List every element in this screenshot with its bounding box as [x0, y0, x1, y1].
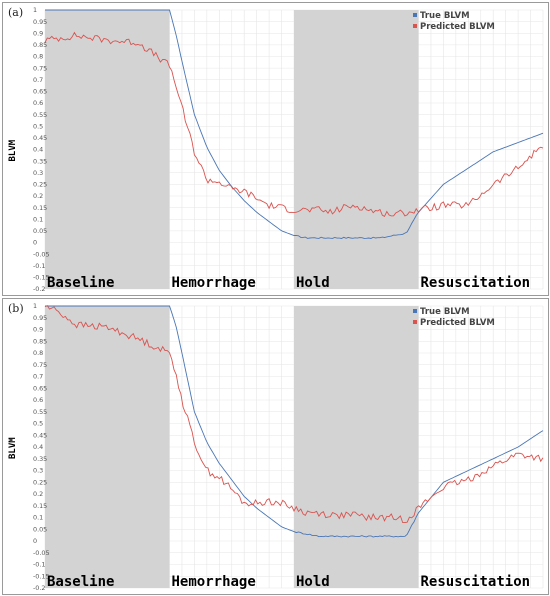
- y-tick-label: 0.1: [33, 215, 43, 223]
- y-tick-label: 0.15: [33, 502, 47, 510]
- y-tick-label: 0.1: [33, 514, 43, 522]
- phase-label: Resuscitation: [421, 275, 531, 291]
- y-axis-label: BLVM: [8, 437, 18, 459]
- y-tick-label: 0.45: [33, 431, 47, 439]
- y-tick-label: 0.25: [33, 181, 47, 189]
- legend-swatch: [413, 309, 417, 313]
- y-tick-label: 0.25: [33, 478, 47, 486]
- chart-b: 1 0.95 0.9 0.85 0.8 0.75 0.7 0.65 0.6 0.55 0.5 0.45…: [8, 302, 544, 592]
- panel-label: (a): [8, 6, 24, 19]
- y-tick-label: 0.45: [33, 134, 47, 142]
- chart-panel-a: (a) 1 0.95 0.9 0.85 0.8 0.75 0.7 0.65 0.6 0.55 0.5…: [2, 2, 549, 296]
- series-line-true-blvm: [45, 305, 544, 538]
- y-tick-label: 0.3: [33, 467, 43, 475]
- panel-label: (b): [8, 302, 24, 315]
- y-tick-label: 0.75: [33, 64, 47, 72]
- y-tick-label: 0.3: [33, 169, 43, 177]
- y-tick-label: 0.2: [33, 192, 43, 200]
- y-tick-label: 0.7: [33, 373, 43, 381]
- phase-shading: [294, 306, 419, 588]
- chart-a: 1 0.95 0.9 0.85 0.8 0.75 0.7 0.65 0.6 0.55 0.5 0.45…: [8, 6, 544, 293]
- y-tick-label: 0.5: [33, 420, 43, 428]
- y-tick-label: 0.6: [33, 396, 43, 404]
- phase-label: Hemorrhage: [172, 275, 256, 291]
- y-tick-label: 0: [33, 537, 37, 545]
- phase-label: Hold: [296, 574, 330, 590]
- y-tick-label: -0.2: [33, 285, 45, 293]
- y-tick-label: 0.55: [33, 408, 47, 416]
- y-tick-label: 0.9: [33, 326, 43, 334]
- y-tick-label: 0.7: [33, 76, 43, 84]
- chart-panel-b: (b) 1 0.95 0.9 0.85 0.8 0.75 0.7 0.65 0.6 0.55 0.5…: [2, 298, 549, 595]
- y-tick-label: 0.2: [33, 490, 43, 498]
- y-tick-label: -0.05: [33, 549, 50, 557]
- y-tick-label: 0.55: [33, 111, 47, 119]
- y-tick-label: -0.15: [33, 274, 50, 282]
- phase-label: Hemorrhage: [172, 574, 256, 590]
- legend-entry: Predicted BLVM: [420, 318, 495, 328]
- y-tick-label: -0.1: [33, 561, 45, 569]
- y-tick-label: 0.85: [33, 337, 47, 345]
- series-line-predicted-blvm: [44, 31, 544, 218]
- y-tick-label: 0.4: [33, 443, 43, 451]
- phase-label: Hold: [296, 275, 330, 291]
- y-tick-label: -0.05: [33, 250, 50, 258]
- y-tick-label: 0.75: [33, 361, 47, 369]
- legend-entry: True BLVM: [420, 11, 470, 21]
- y-tick-label: 0.35: [33, 157, 47, 165]
- phase-shading: [294, 10, 419, 289]
- y-tick-label: 0.85: [33, 41, 47, 49]
- legend-swatch: [413, 320, 417, 324]
- y-tick-label: 0.05: [33, 525, 47, 533]
- y-tick-label: 0.8: [33, 53, 43, 61]
- series-line-predicted-blvm: [44, 305, 544, 524]
- phase-shading: [45, 306, 170, 588]
- y-tick-label: 1: [33, 302, 37, 310]
- y-tick-label: 0.9: [33, 29, 43, 37]
- phase-label: Resuscitation: [421, 574, 531, 590]
- y-tick-label: -0.15: [33, 572, 50, 580]
- series-line-true-blvm: [45, 9, 544, 239]
- y-axis-label: BLVM: [8, 139, 18, 161]
- legend-swatch: [413, 24, 417, 28]
- y-tick-label: 0.95: [33, 314, 47, 322]
- y-tick-label: 0.4: [33, 146, 43, 154]
- y-tick-label: 0: [33, 239, 37, 247]
- y-tick-label: 1: [33, 6, 37, 14]
- y-tick-label: 0.35: [33, 455, 47, 463]
- y-tick-label: 0.8: [33, 349, 43, 357]
- legend-entry: True BLVM: [420, 307, 470, 317]
- phase-shading: [45, 10, 170, 289]
- y-tick-label: 0.15: [33, 204, 47, 212]
- y-tick-label: 0.5: [33, 122, 43, 130]
- y-tick-label: 0.65: [33, 88, 47, 96]
- y-tick-label: 0.6: [33, 99, 43, 107]
- phase-label: Baseline: [47, 275, 114, 291]
- legend-entry: Predicted BLVM: [420, 22, 495, 32]
- y-tick-label: -0.1: [33, 262, 45, 270]
- legend-swatch: [413, 13, 417, 17]
- y-tick-label: 0.95: [33, 18, 47, 26]
- y-tick-label: 0.65: [33, 384, 47, 392]
- y-tick-label: -0.2: [33, 584, 45, 592]
- y-tick-label: 0.05: [33, 227, 47, 235]
- phase-label: Baseline: [47, 574, 114, 590]
